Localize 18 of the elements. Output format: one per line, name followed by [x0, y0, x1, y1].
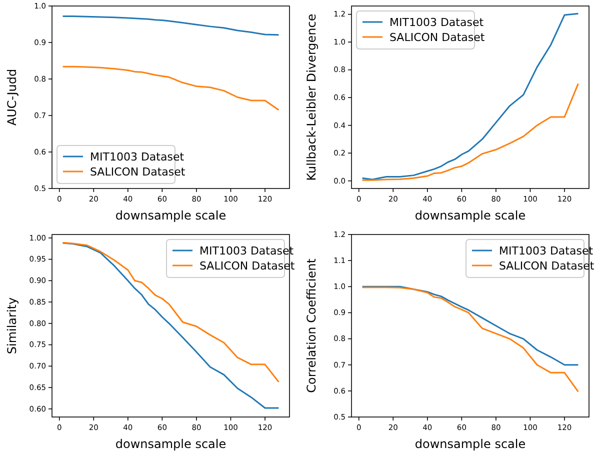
line-series: [62, 66, 280, 111]
y-axis-title: Similarity: [5, 297, 19, 354]
y-axis-title: Kullback-Leibler Divergence: [304, 14, 318, 181]
legend-label: MIT1003 Dataset: [90, 150, 185, 164]
line-series: [362, 82, 579, 181]
x-axis-title: downsample scale: [115, 437, 226, 451]
y-axis-title: Correlation Coefficient: [304, 258, 318, 393]
line-series: [362, 286, 579, 392]
x-axis-title: downsample scale: [414, 208, 526, 222]
legend-label: MIT1003 Dataset: [390, 16, 484, 29]
legend-label: SALICON Dataset: [390, 31, 486, 44]
x-axis-title: downsample scale: [115, 208, 226, 222]
line-series: [362, 286, 579, 366]
line-series: [62, 15, 280, 36]
y-axis-title: AUC-Judd: [5, 68, 19, 126]
line-series: [362, 12, 579, 180]
x-axis-title: downsample scale: [414, 437, 526, 451]
legend-label: SALICON Dataset: [90, 166, 186, 178]
